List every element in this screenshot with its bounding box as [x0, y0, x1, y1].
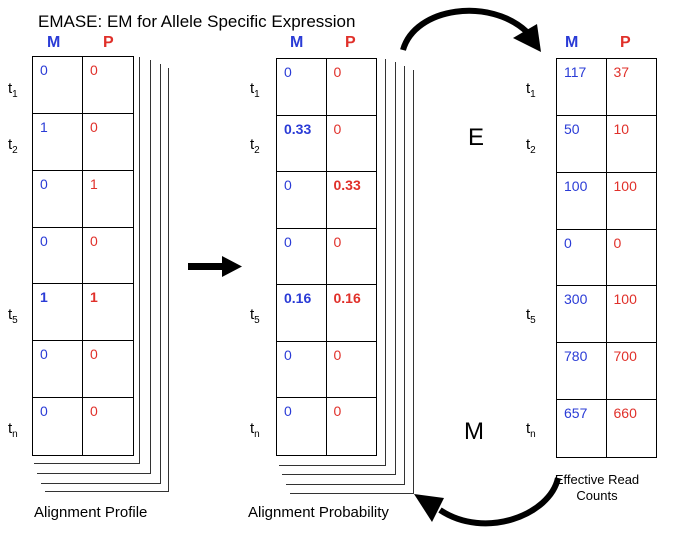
table2-stack-layer — [290, 70, 414, 494]
table1-cell-m: 0 — [33, 170, 83, 228]
table3-cell-p: 100 — [606, 286, 656, 344]
table2-cell-m: 0.33 — [277, 115, 327, 173]
table3-cell-m: 0 — [557, 229, 607, 287]
table1-cell-m: 0 — [33, 57, 83, 114]
table1-row-label-tn: tn — [8, 420, 18, 440]
table3-cell-p: 0 — [606, 230, 656, 287]
table1-row-label-t1: t1 — [8, 80, 18, 100]
table1-stack-layer — [45, 68, 169, 492]
table1-cell-p: 0 — [83, 57, 133, 114]
table3-row-label-tn: tn — [526, 420, 536, 440]
table3-row-label-t2: t2 — [526, 136, 536, 156]
table3-header-m: M — [565, 34, 579, 51]
table2-grid: 0 0 0.33 0 0 0.33 0 0 0.16 0.16 0 0 0 0 — [276, 58, 377, 456]
table2-row-label-tn: tn — [250, 420, 260, 440]
table2-cell-p: 0 — [326, 229, 376, 286]
table2-cell-m: 0 — [277, 172, 327, 229]
diagram-title: EMASE: EM for Allele Specific Expression — [38, 12, 356, 31]
table3-cell-m: 300 — [557, 286, 607, 344]
table1-header-p: P — [103, 34, 114, 51]
table1-cell-p: 0 — [83, 341, 133, 399]
table1-cell-m: 0 — [33, 227, 83, 285]
table2-cell-p: 0 — [326, 59, 376, 116]
table2-cell-m: 0 — [277, 228, 327, 286]
table1-cell-m: 1 — [33, 113, 83, 171]
table1-grid: 0 0 1 0 0 1 0 0 1 1 0 0 0 0 — [32, 56, 134, 456]
table3-cell-p: 660 — [613, 405, 637, 422]
table2-stack-layer — [286, 66, 405, 485]
table1-cell-p: 1 — [83, 171, 133, 228]
table1-stack-layer — [41, 64, 161, 484]
table2-cell-m: 0 — [277, 398, 327, 455]
table3-cell-m: 100 — [557, 172, 607, 230]
table2-cell-p: 0.16 — [326, 285, 376, 342]
table2-row-label-t2: t2 — [250, 136, 260, 156]
table2-cell-p: 0.33 — [326, 172, 376, 229]
table1-cell-m: 0 — [33, 398, 83, 455]
top-curved-arrow-icon — [400, 7, 541, 52]
table2-stack-layer — [279, 59, 386, 466]
table2-cell-p: 0 — [326, 116, 376, 173]
table3-row-label-t5: t5 — [526, 306, 536, 326]
table3-cell-p: 10 — [606, 116, 656, 173]
table1-header-m: M — [47, 34, 61, 51]
table1-cell-p: 0 — [83, 114, 133, 171]
table2-cell-m: 0 — [277, 59, 327, 116]
table1-caption: Alignment Profile — [34, 504, 148, 521]
table2-cell-p: 0 — [333, 403, 342, 420]
table3-grid: 117 37 50 10 100 100 0 0 300 100 780 700… — [556, 58, 657, 458]
table1-cell-p: 0 — [90, 403, 98, 420]
table2-cell-m: 0.16 — [277, 285, 327, 342]
table1-cell-p: 1 — [83, 284, 133, 342]
table2-header-p: P — [345, 34, 356, 51]
table3-cell-p: 37 — [606, 59, 656, 116]
table2-row-label-t1: t1 — [250, 80, 260, 100]
table3-row-label-t1: t1 — [526, 80, 536, 100]
table2-cell-m: 0 — [277, 341, 327, 399]
table1-row-label-t5: t5 — [8, 306, 18, 326]
table3-caption: Effective Read Counts — [554, 472, 640, 503]
table3-cell-p: 700 — [606, 343, 656, 401]
table1-stack-layer — [37, 60, 151, 474]
table2-header-m: M — [290, 34, 304, 51]
table1-cell-m: 1 — [33, 284, 83, 342]
right-arrow-icon — [188, 256, 242, 277]
table1-stack-layer — [34, 57, 140, 464]
table2-cell-p: 0 — [326, 342, 376, 399]
table3-header-p: P — [620, 34, 631, 51]
table1-row-label-t2: t2 — [8, 136, 18, 156]
table2-caption: Alignment Probability — [248, 504, 389, 521]
table3-cell-m: 50 — [557, 115, 607, 173]
table1-cell-m: 0 — [33, 341, 83, 399]
table2-stack-layer — [282, 62, 396, 475]
table3-cell-p: 100 — [606, 173, 656, 230]
table1-cell-p: 0 — [83, 228, 133, 285]
table3-cell-m: 780 — [557, 343, 607, 401]
bottom-curved-arrow-icon — [414, 477, 561, 527]
m-step-label: M — [464, 418, 484, 445]
table2-row-label-t5: t5 — [250, 306, 260, 326]
e-step-label: E — [468, 124, 485, 151]
table3-cell-m: 117 — [557, 59, 607, 116]
table3-cell-m: 657 — [557, 400, 607, 457]
